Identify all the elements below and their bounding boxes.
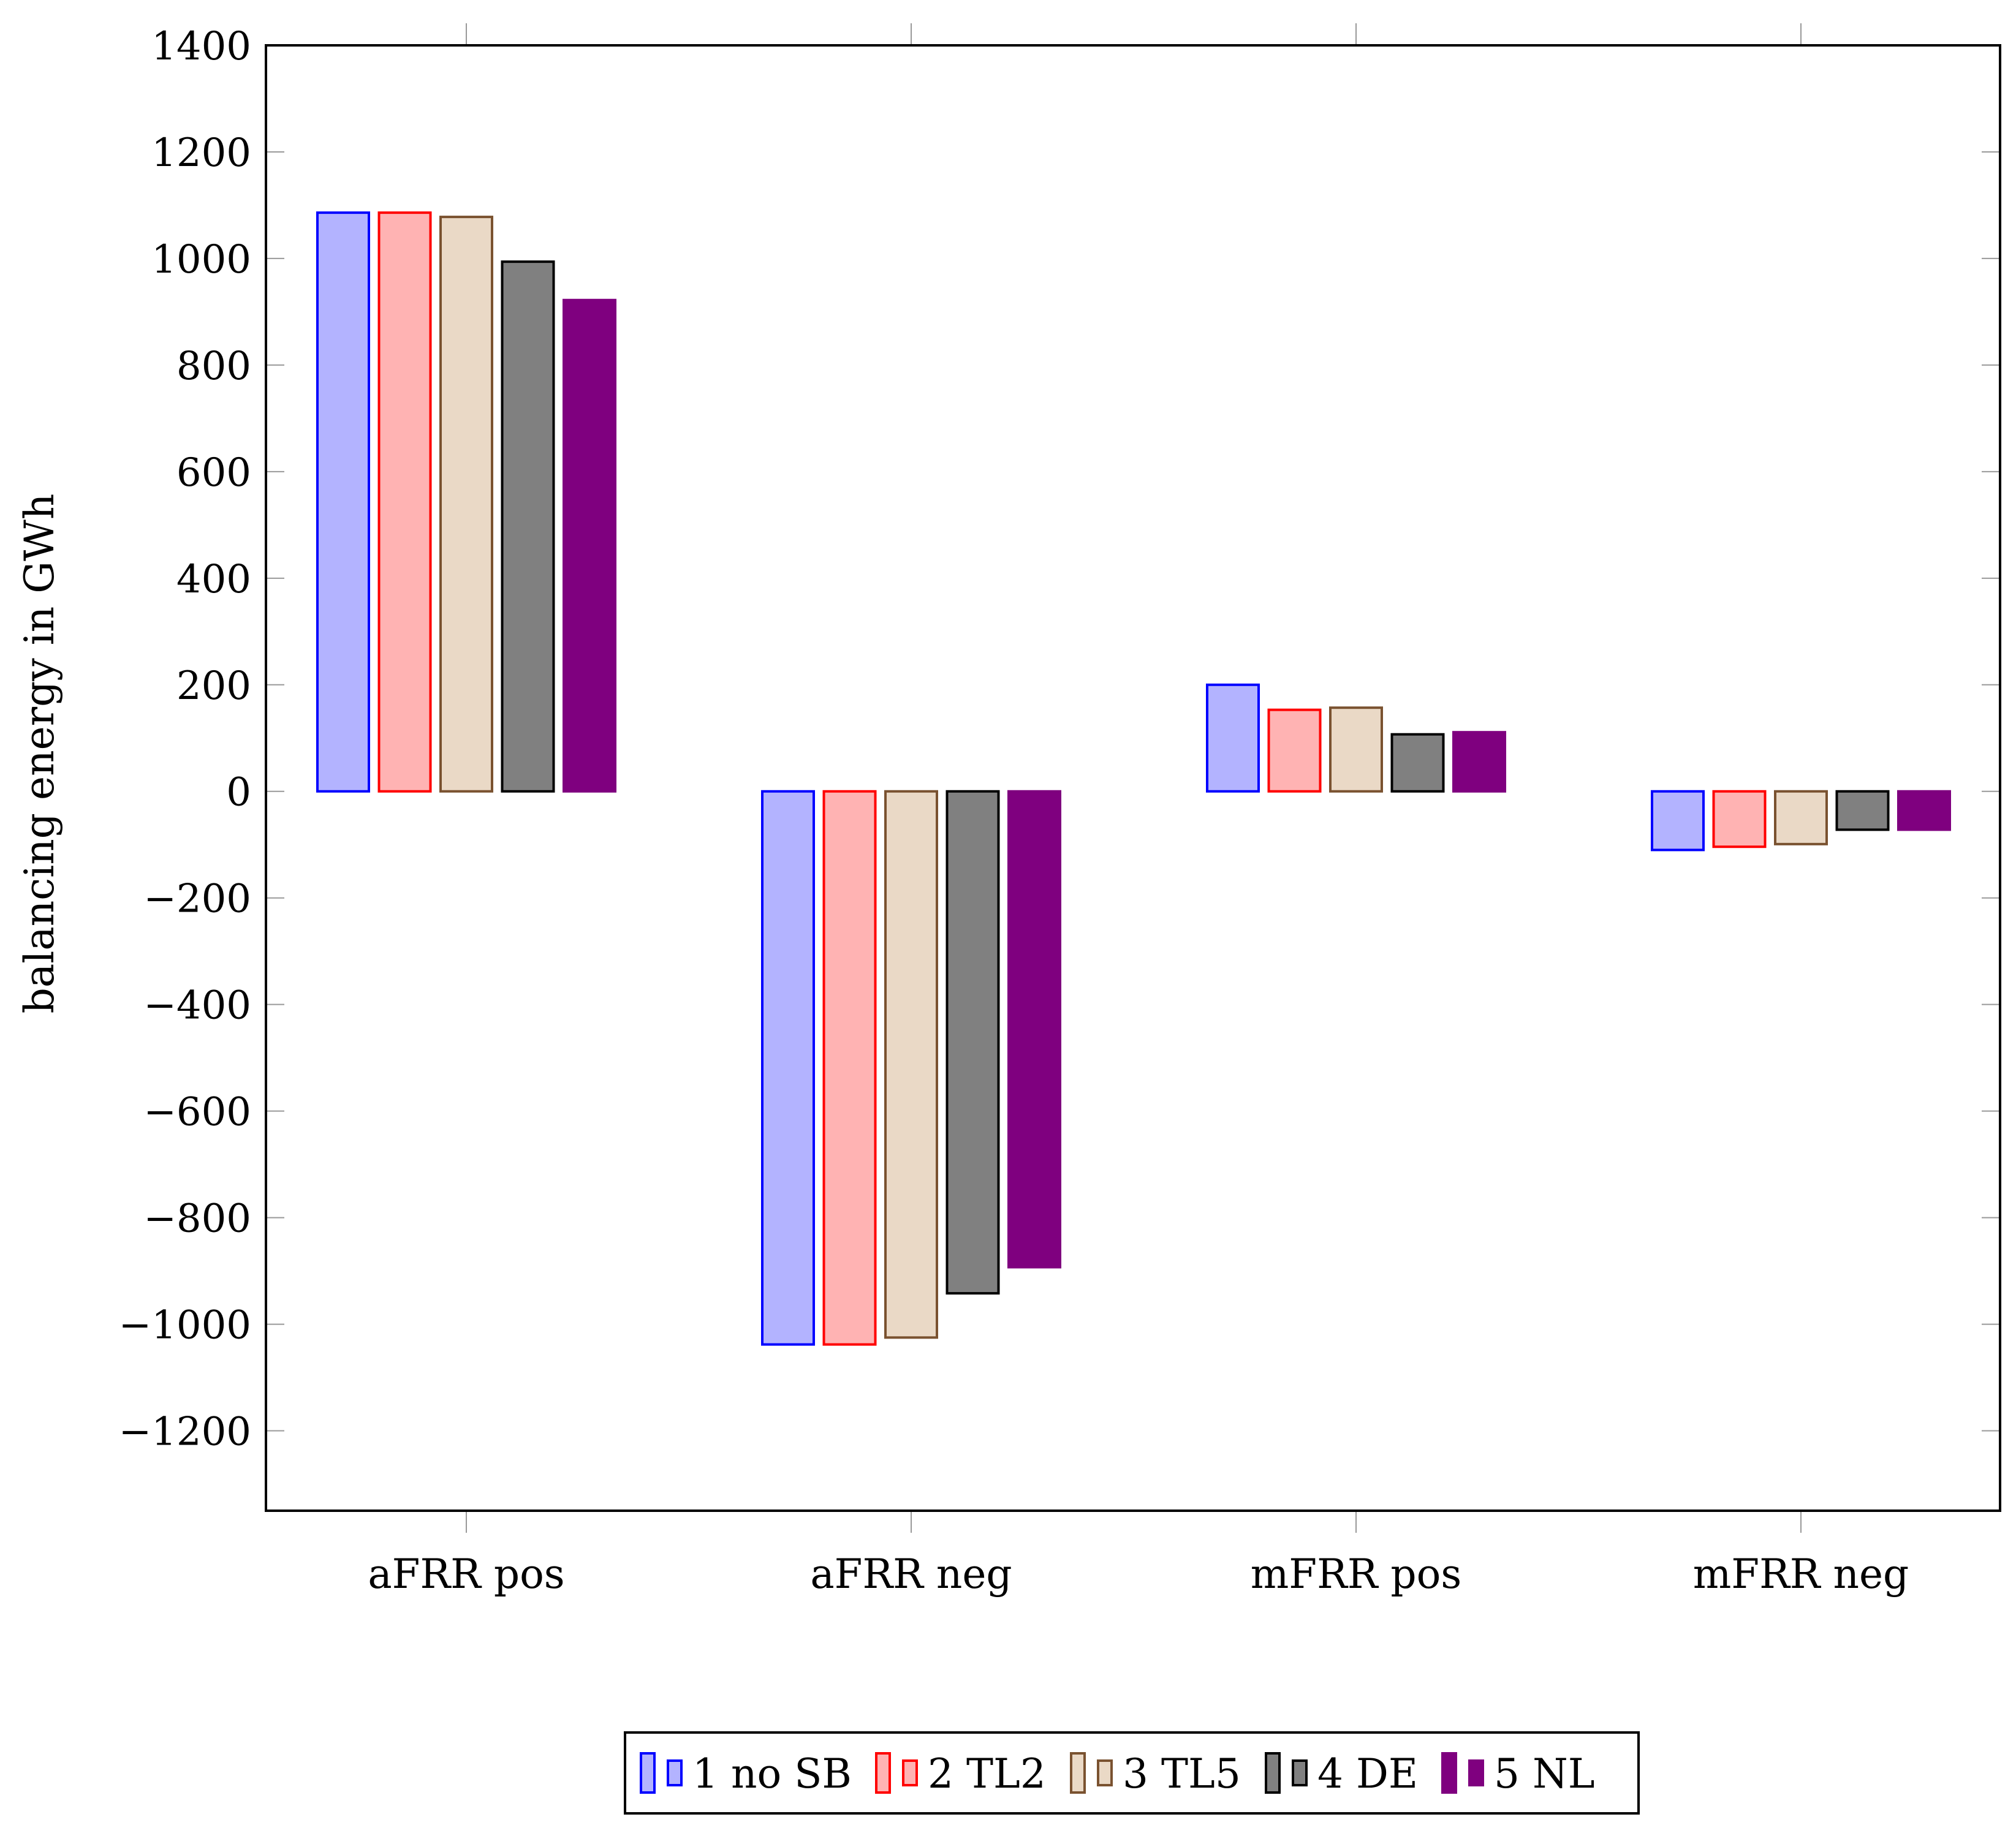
y-tick-label: −200 xyxy=(143,877,251,922)
legend-entry-label: 4 DE xyxy=(1317,1750,1418,1797)
y-tick-label: −600 xyxy=(143,1090,251,1135)
y-tick-label: 1400 xyxy=(151,24,251,69)
bar xyxy=(1712,790,1767,848)
legend-entry-label: 1 no SB xyxy=(692,1750,852,1797)
legend-entry-label: 5 NL xyxy=(1494,1750,1595,1797)
legend-entry-label: 3 TL5 xyxy=(1123,1750,1241,1797)
bar xyxy=(1206,683,1260,793)
bar xyxy=(1835,790,1890,831)
legend-items: 1 no SB 2 TL2 3 TL5 4 DE 5 NL xyxy=(640,1750,1595,1797)
bar xyxy=(1007,790,1061,1269)
y-tick-label: 600 xyxy=(176,450,251,496)
y-tick-label: −800 xyxy=(143,1196,251,1242)
legend-swatch xyxy=(1441,1752,1457,1794)
y-tick-label: −1000 xyxy=(119,1303,252,1348)
bar xyxy=(1651,790,1705,852)
bar xyxy=(1897,790,1951,831)
bar xyxy=(1390,733,1445,793)
plot-area-frame xyxy=(265,44,2001,1512)
legend-swatch xyxy=(1097,1759,1113,1786)
legend-swatch xyxy=(1070,1752,1086,1794)
legend-swatch xyxy=(667,1759,683,1786)
x-category-label: mFRR pos xyxy=(1251,1551,1462,1598)
legend-entry-label: 2 TL2 xyxy=(928,1750,1046,1797)
y-tick-label: 400 xyxy=(176,557,251,602)
y-tick-label: 0 xyxy=(226,770,251,815)
bar xyxy=(1329,706,1383,793)
y-tick-label: 800 xyxy=(176,344,251,389)
bar xyxy=(1774,790,1828,845)
bar xyxy=(1267,708,1322,793)
bar xyxy=(884,790,938,1339)
bar xyxy=(822,790,877,1346)
bar xyxy=(761,790,815,1346)
legend-swatch xyxy=(875,1752,891,1794)
bar xyxy=(1452,731,1506,793)
y-tick-labels: 1400 1200 1000 800 600 400 200 0 −200 −400 −600 −80… xyxy=(119,24,252,1455)
y-tick-label: 1200 xyxy=(151,130,251,176)
legend-swatch xyxy=(902,1759,918,1786)
y-tick-label: 200 xyxy=(176,663,251,709)
legend-swatch xyxy=(1265,1752,1281,1794)
bar xyxy=(316,211,370,793)
ticks-layer xyxy=(266,23,2000,1533)
y-tick-label: −1200 xyxy=(119,1410,252,1455)
legend-swatch xyxy=(1468,1759,1484,1786)
bar xyxy=(377,211,432,793)
y-tick-label: 1000 xyxy=(151,237,251,282)
x-category-labels: aFRR pos aFRR neg mFRR pos mFRR neg xyxy=(368,1551,1909,1598)
bar xyxy=(945,790,1000,1295)
bar xyxy=(439,216,493,793)
bar xyxy=(563,298,616,793)
bar xyxy=(501,260,555,793)
y-axis-title: balancing energy in GWh xyxy=(16,494,63,1014)
bars-layer xyxy=(316,211,1951,1346)
legend: 1 no SB 2 TL2 3 TL5 4 DE 5 NL xyxy=(624,1731,1640,1815)
y-tick-label: −400 xyxy=(143,983,251,1029)
legend-swatch xyxy=(640,1752,656,1794)
x-category-label: mFRR neg xyxy=(1693,1551,1909,1598)
legend-swatch xyxy=(1292,1759,1308,1786)
x-category-label: aFRR pos xyxy=(368,1551,564,1598)
x-category-label: aFRR neg xyxy=(810,1551,1012,1598)
